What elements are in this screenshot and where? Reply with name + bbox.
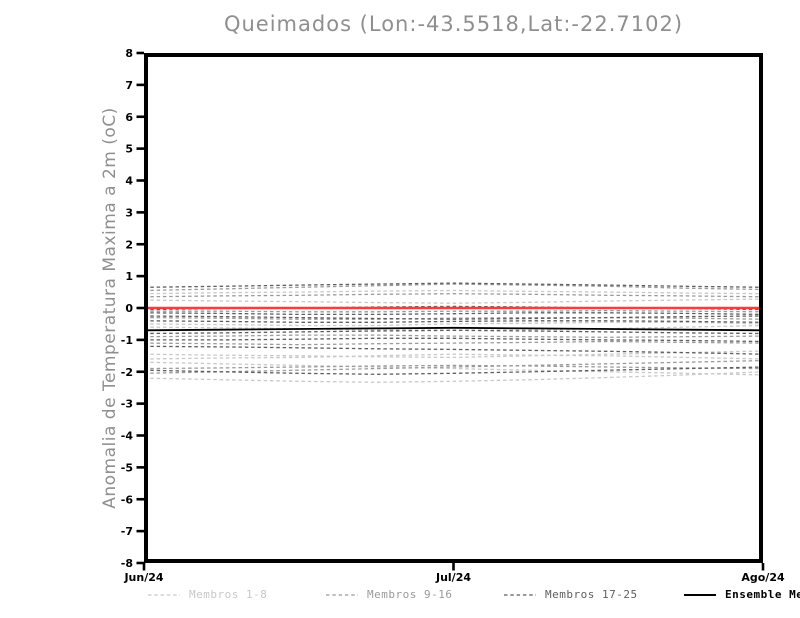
member-line-group2-8 [145, 359, 762, 374]
chart-title: Queimados (Lon:-43.5518,Lat:-22.7102) [223, 12, 684, 36]
member-line-group3-6 [145, 329, 762, 335]
y-tick-label: 7 [125, 79, 133, 92]
member-line-group1-2 [145, 298, 762, 304]
legend-item-membros-1-8: Membros 1-8 [147, 587, 267, 603]
member-line-group3-1 [145, 282, 762, 288]
legend-label: Membros 17-25 [545, 588, 638, 601]
y-tick-label: -8 [121, 557, 133, 570]
member-line-group1-6 [145, 353, 762, 360]
legend-item-ensemble-mean: Ensemble Mean [683, 587, 800, 603]
y-tick-label: -4 [121, 430, 134, 443]
member-line-group1-7 [145, 371, 762, 383]
member-line-group3-5 [145, 320, 762, 323]
member-line-group2-4 [145, 316, 762, 320]
y-tick-label: 5 [125, 143, 133, 156]
member-line-group1-3 [145, 321, 762, 327]
x-tick-label: Jun/24 [123, 571, 163, 584]
y-tick-label: -5 [121, 461, 133, 474]
solid-line-sample-icon [684, 594, 716, 596]
y-tick-label: -7 [121, 525, 133, 538]
y-tick-label: -3 [121, 398, 133, 411]
y-tick-label: 4 [125, 175, 133, 188]
member-line-group3-7 [145, 337, 762, 343]
x-tick-label: Ago/24 [741, 571, 785, 584]
plot-frame [144, 53, 763, 563]
y-tick-label: 0 [125, 302, 133, 315]
legend-item-membros-9-16: Membros 9-16 [325, 587, 452, 603]
member-line-group2-5 [145, 334, 762, 338]
member-line-group3-8 [145, 345, 762, 355]
member-line-group1-1 [145, 289, 762, 295]
member-line-group1-5 [145, 350, 762, 359]
dashed-line-sample-icon [148, 594, 180, 596]
dashed-line-sample-icon [504, 594, 536, 596]
ensemble-mean-line [145, 326, 762, 332]
member-line-group2-6 [145, 340, 762, 346]
member-line-group2-7 [145, 364, 762, 370]
legend-item-membros-17-25: Membros 17-25 [503, 587, 638, 603]
legend-label: Ensemble Mean [725, 588, 800, 601]
y-tick-label: 8 [125, 47, 133, 60]
y-tick-label: 2 [125, 238, 133, 251]
member-line-group3-4 [145, 315, 762, 320]
x-tick-label: Jul/24 [435, 571, 471, 584]
y-tick-label: -2 [121, 366, 133, 379]
legend-label: Membros 1-8 [189, 588, 268, 601]
member-line-group2-2 [145, 293, 762, 298]
member-line-group1-8 [145, 361, 762, 376]
y-tick-label: -6 [121, 493, 134, 506]
y-tick-label: 1 [125, 270, 133, 283]
member-line-group2-1 [145, 283, 762, 292]
member-line-group2-3 [145, 309, 762, 313]
y-tick-label: -1 [121, 334, 133, 347]
member-line-group3-3 [145, 312, 762, 316]
y-tick-label: 3 [125, 206, 133, 219]
member-line-group3-9 [145, 366, 762, 375]
legend-label: Membros 9-16 [367, 588, 453, 601]
dashed-line-sample-icon [326, 594, 358, 596]
y-tick-label: 6 [125, 111, 133, 124]
